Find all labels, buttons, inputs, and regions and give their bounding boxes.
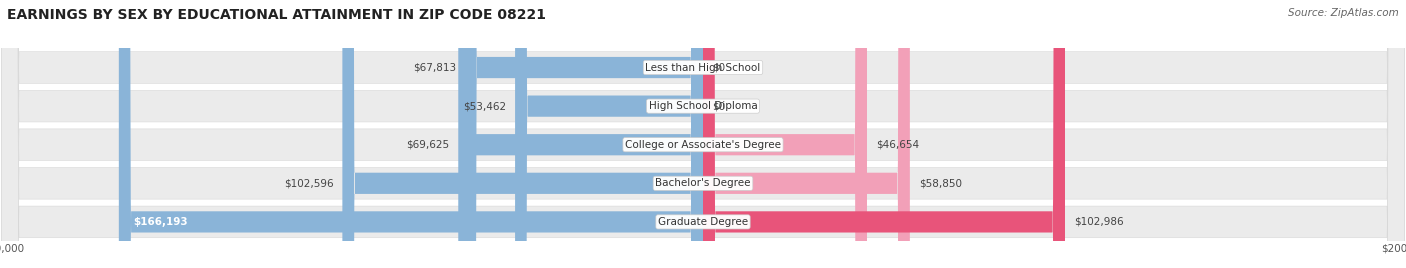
Text: $53,462: $53,462	[463, 101, 506, 111]
Text: $58,850: $58,850	[918, 178, 962, 188]
FancyBboxPatch shape	[343, 0, 703, 268]
Text: High School Diploma: High School Diploma	[648, 101, 758, 111]
FancyBboxPatch shape	[703, 0, 868, 268]
Text: Bachelor's Degree: Bachelor's Degree	[655, 178, 751, 188]
Text: $102,986: $102,986	[1074, 217, 1123, 227]
Text: $69,625: $69,625	[406, 140, 450, 150]
Text: Source: ZipAtlas.com: Source: ZipAtlas.com	[1288, 8, 1399, 18]
Text: $166,193: $166,193	[134, 217, 187, 227]
Text: $46,654: $46,654	[876, 140, 920, 150]
Text: $0: $0	[711, 62, 725, 73]
FancyBboxPatch shape	[703, 0, 1064, 268]
FancyBboxPatch shape	[120, 0, 703, 268]
Text: $67,813: $67,813	[413, 62, 456, 73]
FancyBboxPatch shape	[703, 0, 910, 268]
Text: Graduate Degree: Graduate Degree	[658, 217, 748, 227]
FancyBboxPatch shape	[515, 0, 703, 268]
Text: $0: $0	[711, 101, 725, 111]
FancyBboxPatch shape	[458, 0, 703, 268]
Text: College or Associate's Degree: College or Associate's Degree	[626, 140, 780, 150]
Text: EARNINGS BY SEX BY EDUCATIONAL ATTAINMENT IN ZIP CODE 08221: EARNINGS BY SEX BY EDUCATIONAL ATTAINMEN…	[7, 8, 546, 22]
Text: Less than High School: Less than High School	[645, 62, 761, 73]
Text: $102,596: $102,596	[284, 178, 333, 188]
FancyBboxPatch shape	[464, 0, 703, 268]
